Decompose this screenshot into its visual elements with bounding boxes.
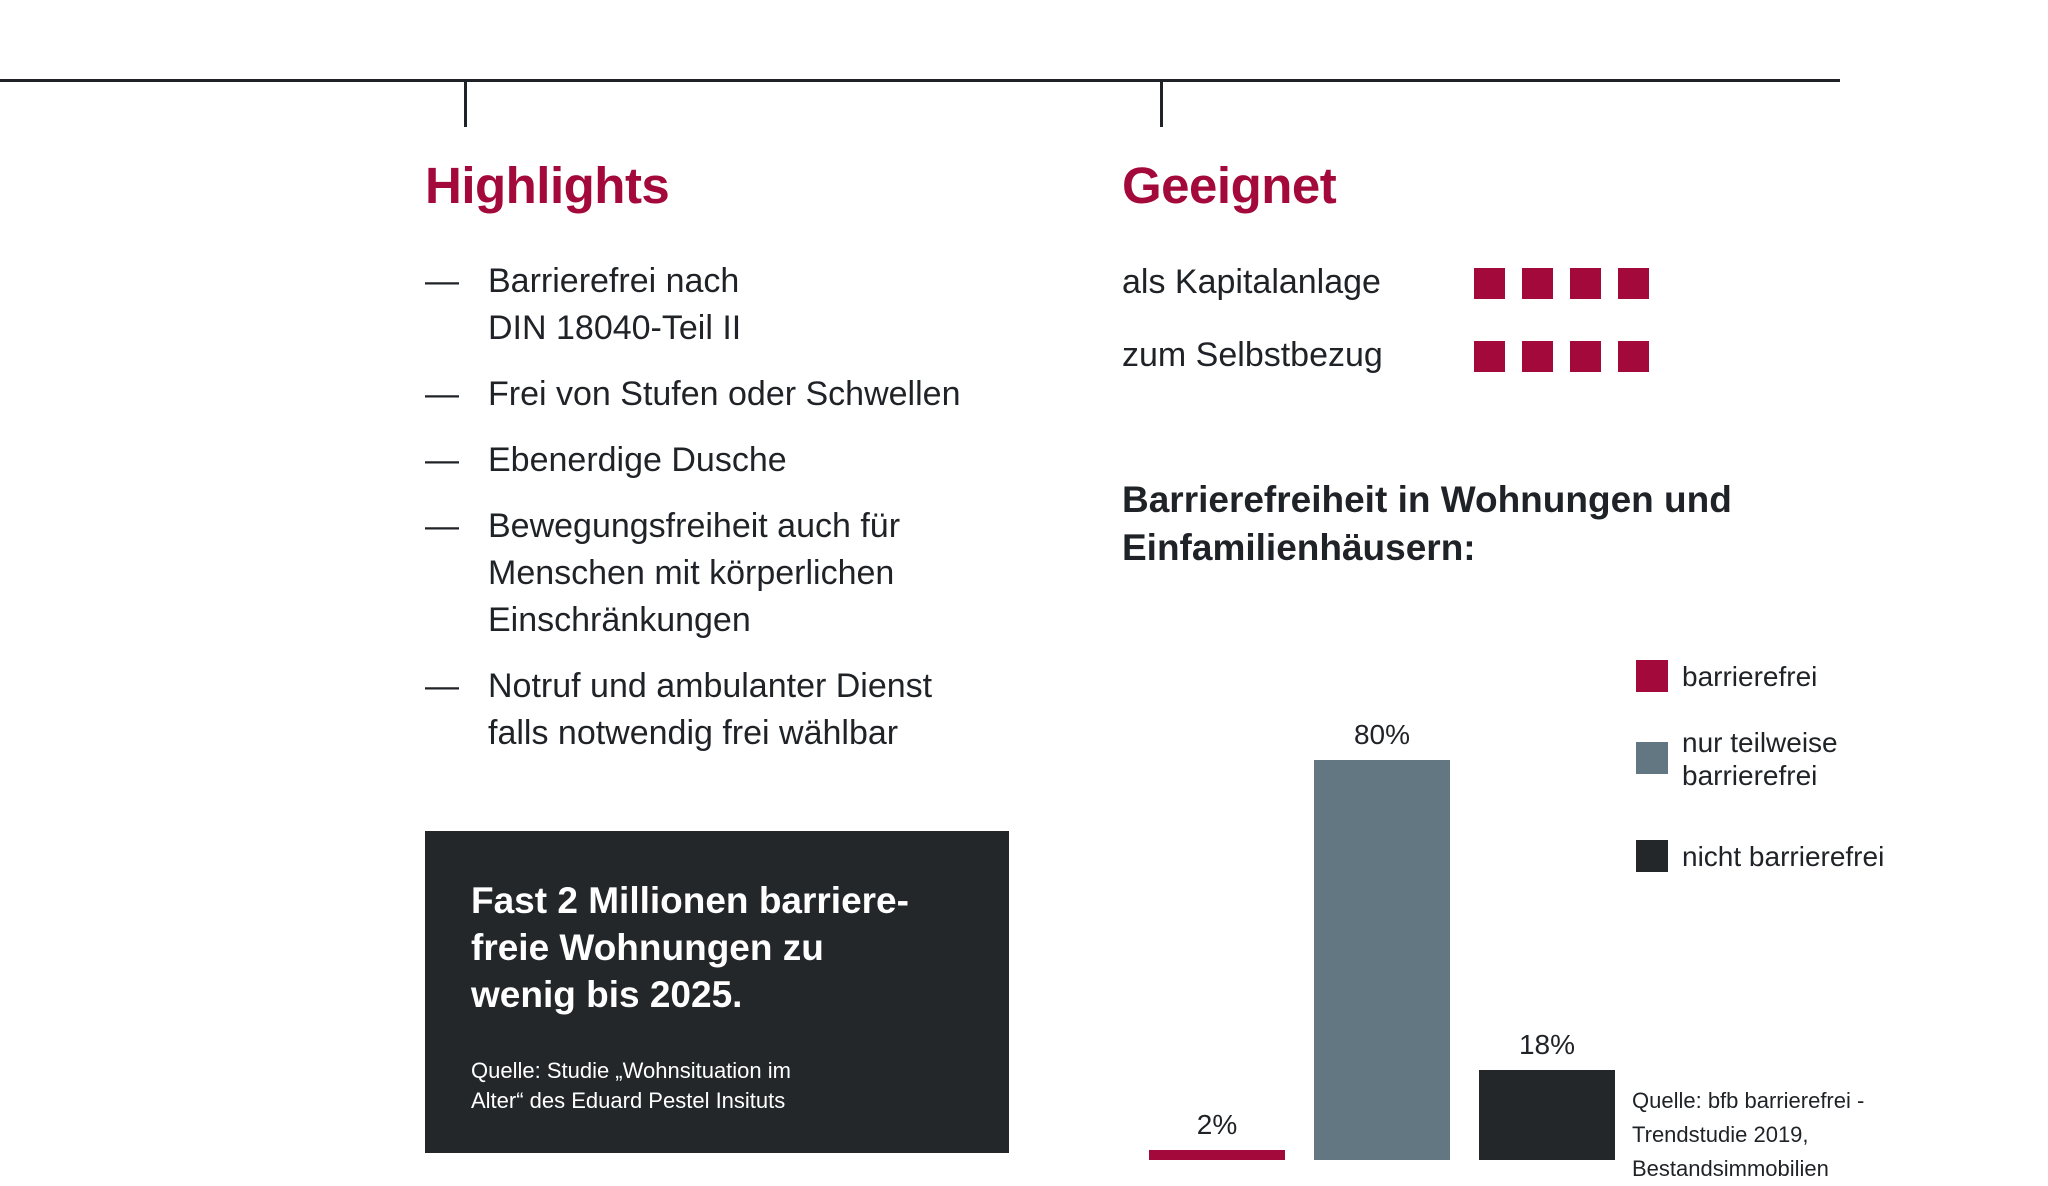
highlight-line: falls notwendig frei wählbar: [488, 714, 899, 752]
bar-value-label: 18%: [1519, 1029, 1575, 1060]
dash-marker: —: [425, 667, 459, 705]
callout-source: Quelle: Studie „Wohnsituation im Alter“ d…: [471, 1056, 971, 1116]
legend-label: nur teilweise barrierefrei: [1682, 726, 2002, 792]
suitability-label: zum Selbstbezug: [1122, 336, 1383, 374]
highlight-line: DIN 18040-Teil II: [488, 309, 742, 347]
chart-source-line: Bestandsimmobilien: [1632, 1156, 1829, 1181]
dash-marker: —: [425, 441, 459, 479]
chart-source-line: Quelle: bfb barrierefrei -: [1632, 1088, 1865, 1113]
rating-square: [1570, 268, 1601, 299]
highlight-line: Frei von Stufen oder Schwellen: [488, 375, 961, 413]
callout-source-line: Alter“ des Eduard Pestel Insituts: [471, 1088, 786, 1113]
callout-headline: Fast 2 Millionen barriere-freie Wohnunge…: [471, 877, 971, 1018]
callout-box: Fast 2 Millionen barriere-freie Wohnunge…: [425, 831, 1009, 1153]
dash-marker: —: [425, 375, 459, 413]
callout-headline-line: freie Wohnungen zu: [471, 927, 824, 968]
bar-3: [1479, 1070, 1615, 1160]
highlight-item: — Notruf und ambulanter Dienst falls notwe…: [425, 663, 1045, 757]
highlight-item: — Frei von Stufen oder Schwellen: [425, 371, 1045, 418]
dash-marker: —: [425, 262, 459, 300]
legend-label-line: barrierefrei: [1682, 661, 1818, 692]
bar-2: [1314, 760, 1450, 1160]
highlight-line: Barrierefrei nach: [488, 262, 740, 300]
legend-label: barrierefrei: [1682, 660, 2002, 693]
highlight-line: Ebenerdige Dusche: [488, 441, 787, 479]
top-rule: [0, 79, 1840, 82]
legend-label-line: barrierefrei: [1682, 760, 1818, 791]
highlight-line: Notruf und ambulanter Dienst: [488, 667, 933, 705]
chart-title-line: Einfamilienhäusern:: [1122, 527, 1476, 568]
legend-label-line: nicht barrierefrei: [1682, 841, 1885, 872]
legend-label-line: nur teilweise: [1682, 727, 1838, 758]
suitability-row-selbstbezug: zum Selbstbezug: [1122, 335, 1682, 375]
callout-headline-line: wenig bis 2025.: [471, 974, 743, 1015]
highlights-list: — Barrierefrei nach DIN 18040-Teil II — Frei…: [425, 258, 1045, 776]
highlight-item: — Barrierefrei nach DIN 18040-Teil II: [425, 258, 1045, 352]
rating-square: [1618, 341, 1649, 372]
legend-label: nicht barrierefrei: [1682, 840, 2002, 873]
highlight-line: Menschen mit körperlichen: [488, 554, 895, 592]
rule-tick-left: [464, 80, 467, 127]
legend-swatch: [1636, 840, 1668, 872]
suitability-heading: Geeignet: [1122, 157, 1337, 214]
rating-square: [1570, 341, 1601, 372]
callout-source-line: Quelle: Studie „Wohnsituation im: [471, 1058, 791, 1083]
highlight-item: — Bewegungsfreiheit auch für Menschen mit …: [425, 503, 1045, 644]
bar-value-label: 80%: [1354, 719, 1410, 750]
suitability-label: als Kapitalanlage: [1122, 263, 1381, 301]
rating-square: [1474, 341, 1505, 372]
chart-source-line: Trendstudie 2019,: [1632, 1122, 1809, 1147]
suitability-row-kapitalanlage: als Kapitalanlage: [1122, 262, 1682, 302]
bar-chart: 2% 80% 18%: [1149, 719, 1615, 1160]
callout-headline-line: Fast 2 Millionen barriere-: [471, 880, 909, 921]
rating-squares: [1474, 341, 1666, 372]
legend-swatch: [1636, 742, 1668, 774]
highlights-heading: Highlights: [425, 157, 670, 214]
rating-square: [1522, 268, 1553, 299]
bar-1: [1149, 1150, 1285, 1160]
legend-swatch: [1636, 660, 1668, 692]
chart-source: Quelle: bfb barrierefrei - Trendstudie 20…: [1632, 1084, 1962, 1186]
highlight-line: Bewegungsfreiheit auch für: [488, 507, 901, 545]
chart-title: Barrierefreiheit in Wohnungen und Einfami…: [1122, 476, 1882, 572]
highlight-item: — Ebenerdige Dusche: [425, 437, 1045, 484]
rule-tick-right: [1160, 80, 1163, 127]
rating-square: [1522, 341, 1553, 372]
rating-squares: [1474, 268, 1666, 299]
rating-square: [1618, 268, 1649, 299]
rating-square: [1474, 268, 1505, 299]
chart-title-line: Barrierefreiheit in Wohnungen und: [1122, 479, 1732, 520]
dash-marker: —: [425, 507, 459, 545]
bar-value-label: 2%: [1197, 1109, 1237, 1140]
highlight-line: Einschränkungen: [488, 601, 751, 639]
